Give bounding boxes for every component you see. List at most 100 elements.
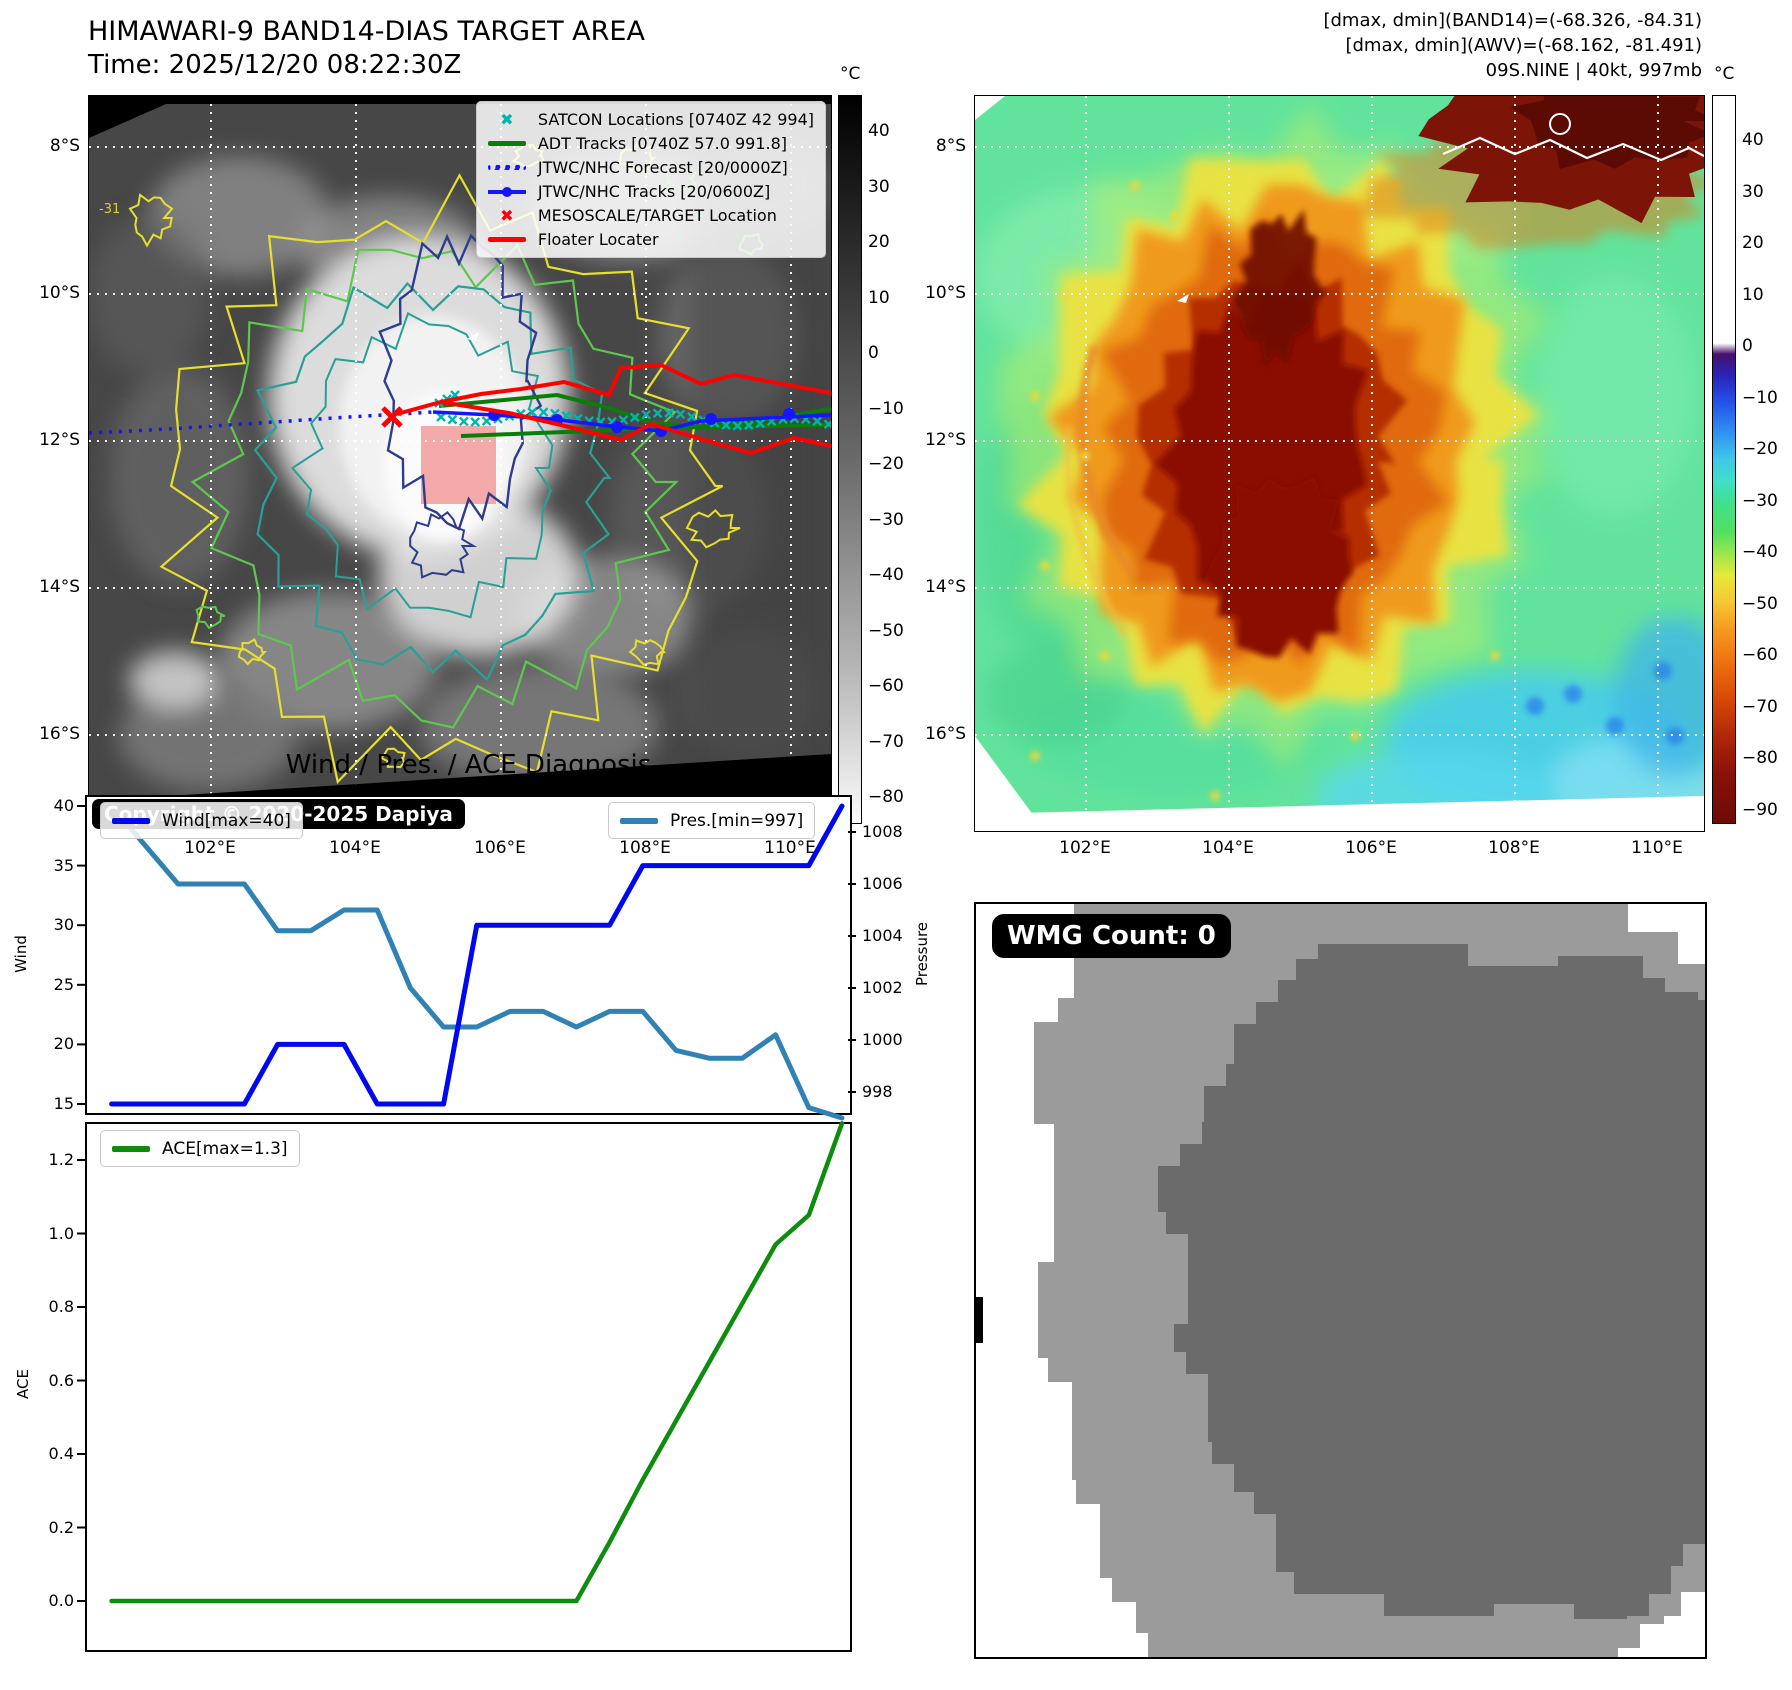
awv-y-tick: 12°S (925, 430, 966, 450)
band14-y-tick: 8°S (49, 136, 80, 156)
x-marker-icon: ✖ (500, 109, 514, 129)
band14-cb-tick: −70 (868, 731, 904, 752)
dmax-dmin-band14: [dmax, dmin](BAND14)=(-68.326, -84.31) (1323, 10, 1702, 31)
band14-x-tick: 108°E (619, 838, 671, 858)
awv-colorbar (1712, 95, 1736, 824)
wind-y-tick: 40 (53, 796, 74, 815)
legend-item-label: JTWC/NHC Tracks [20/0600Z] (537, 182, 771, 201)
wind-y-tick: 30 (53, 915, 74, 935)
awv-y-tick: 16°S (925, 724, 966, 744)
awv-x-tick: 106°E (1345, 838, 1397, 858)
legend-item-label: Floater Locater (537, 230, 659, 249)
page-title: HIMAWARI-9 BAND14-DIAS TARGET AREA (88, 16, 645, 47)
awv-y-tick: 14°S (925, 577, 966, 597)
legend-item-label: ADT Tracks [0740Z 57.0 991.8] (537, 134, 788, 153)
awv-cb-tick: −70 (1742, 696, 1778, 717)
awv-cb-tick: 20 (1742, 233, 1764, 253)
x-marker-icon: ✖ (500, 205, 514, 225)
legend-item: ✖ SATCON Locations [0740Z 42 994] (488, 109, 814, 130)
band14-cb-tick: −10 (868, 398, 904, 419)
band14-cb-tick: 40 (868, 121, 890, 141)
wind-y-tick: 15 (53, 1094, 74, 1113)
band14-cb-tick: −40 (868, 565, 904, 585)
awv-cb-tick: −90 (1742, 799, 1778, 820)
pressure-y-tick: 1006 (862, 874, 903, 893)
pressure-y-tick: 1008 (862, 822, 903, 841)
band14-cb-tick: 10 (868, 287, 890, 308)
legend-item: JTWC/NHC Tracks [20/0600Z] (487, 181, 814, 202)
band14-x-tick: 106°E (474, 838, 526, 858)
awv-cb-tick: 0 (1742, 336, 1753, 356)
awv-x-tick: 104°E (1202, 838, 1254, 858)
awv-x-tick: 102°E (1059, 838, 1111, 858)
band14-cb-tick: 0 (868, 343, 879, 363)
legend-item-label: MESOSCALE/TARGET Location (537, 206, 777, 225)
awv-x-tick: 110°E (1631, 838, 1683, 858)
band14-y-tick: 10°S (39, 283, 80, 303)
band14-y-tick: 14°S (39, 577, 80, 597)
band14-x-tick: 104°E (329, 838, 381, 858)
page-subtitle-time: Time: 2025/12/20 08:22:30Z (88, 50, 462, 80)
contour-label-31: -31 (99, 202, 121, 217)
legend-item-label: SATCON Locations [0740Z 42 994] (537, 110, 814, 129)
awv-map (974, 95, 1705, 832)
storm-id-intensity: 09S.NINE | 40kt, 997mb (1485, 60, 1702, 81)
diagnosis-title: Wind / Pres. / ACE Diagnosis (285, 750, 652, 780)
ace-legend-label: ACE[max=1.3] (162, 1138, 288, 1159)
band14-x-tick: 102°E (184, 838, 236, 858)
pressure-y-tick: 1004 (862, 926, 903, 945)
pressure-y-tick: 1000 (862, 1030, 903, 1049)
wmg-panel: WMG Count: 0 (974, 902, 1707, 1659)
band14-cb-tick: −50 (868, 620, 904, 641)
awv-y-tick: 8°S (935, 136, 966, 156)
band14-cb-tick: 20 (868, 232, 890, 252)
ace-y-tick: 1.2 (48, 1150, 74, 1169)
pressure-legend: Pres.[min=997] (608, 802, 816, 839)
awv-cb-tick: −10 (1742, 387, 1778, 408)
band14-cb-tick: −20 (868, 454, 904, 474)
awv-cb-tick: 40 (1742, 130, 1764, 150)
legend-item: Floater Locater (487, 229, 814, 250)
ace-y-tick: 0.2 (48, 1517, 74, 1537)
line-marker-icon (487, 237, 526, 242)
ace-legend: ACE[max=1.3] (100, 1130, 300, 1167)
wind-y-tick: 25 (53, 974, 74, 994)
awv-colorbar-unit: °C (1714, 64, 1735, 84)
band14-y-tick: 16°S (39, 724, 80, 744)
awv-y-tick: 10°S (925, 283, 966, 303)
wind-legend: Wind[max=40] (100, 802, 303, 839)
band14-x-tick: 110°E (764, 838, 816, 858)
awv-cb-tick: −20 (1742, 439, 1778, 459)
legend-item: ✖ MESOSCALE/TARGET Location (488, 205, 814, 226)
awv-map-image (975, 96, 1704, 831)
pressure-y-tick: 998 (862, 1082, 893, 1101)
wmg-count-badge: WMG Count: 0 (992, 914, 1231, 958)
awv-cb-tick: −80 (1742, 748, 1778, 768)
map-legend: ✖ SATCON Locations [0740Z 42 994] ADT Trac… (475, 101, 826, 258)
line-marker-icon (487, 165, 526, 170)
band14-colorbar (838, 95, 862, 824)
line-marker-icon (487, 141, 526, 146)
wind-y-tick: 35 (53, 855, 74, 875)
awv-cb-tick: 10 (1742, 284, 1764, 305)
band14-colorbar-unit: °C (840, 64, 861, 84)
band14-cb-tick: 30 (868, 176, 890, 197)
awv-x-tick: 108°E (1488, 838, 1540, 858)
awv-header: [dmax, dmin](BAND14)=(-68.326, -84.31) [… (1323, 8, 1702, 83)
band14-cb-tick: −60 (868, 676, 904, 696)
ace-y-tick: 0.6 (48, 1370, 74, 1390)
pressure-axis-label: Pressure (913, 921, 932, 987)
pressure-legend-label: Pres.[min=997] (670, 810, 804, 831)
legend-item-label: JTWC/NHC Forecast [20/0000Z] (537, 158, 788, 177)
awv-cb-tick: 30 (1742, 181, 1764, 202)
wmg-mask-image (976, 904, 1705, 1657)
ace-y-tick: 0.8 (48, 1297, 74, 1316)
ace-y-tick: 0.4 (48, 1444, 74, 1463)
line-marker-icon (487, 186, 526, 198)
ace-chart-frame (85, 1122, 852, 1652)
band14-y-tick: 12°S (39, 430, 80, 450)
ace-y-tick: 1.0 (48, 1223, 74, 1243)
dmax-dmin-awv: [dmax, dmin](AWV)=(-68.162, -81.491) (1345, 35, 1702, 56)
awv-cb-tick: −60 (1742, 645, 1778, 665)
